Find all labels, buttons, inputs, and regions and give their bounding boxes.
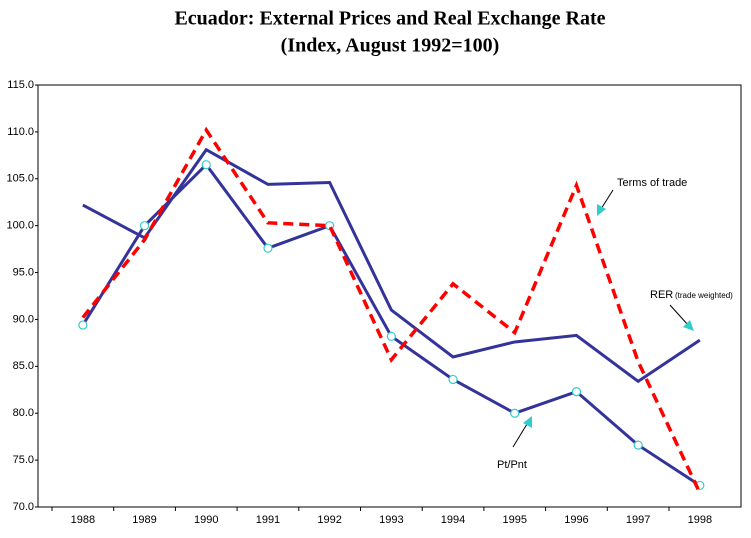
annotation: (trade weighted)	[675, 291, 733, 300]
y-tick-label: 105.0	[6, 173, 34, 185]
point-marker	[448, 374, 458, 385]
x-tick-label: 1992	[317, 514, 341, 526]
chart-title: Ecuador: External Prices and Real Exchan…	[174, 8, 605, 30]
arrow-head	[683, 320, 694, 331]
arrow	[669, 304, 689, 326]
series-line	[82, 147, 701, 384]
y-tick-label: 75.0	[13, 454, 34, 466]
y-tick-label: 80.0	[13, 407, 34, 419]
y-tick-label: 100.0	[6, 220, 34, 232]
plot-frame	[37, 84, 742, 508]
y-tick-label: 115.0	[7, 79, 34, 91]
x-tick-label: 1990	[194, 514, 218, 526]
x-tick-label: 1998	[688, 514, 712, 526]
chart-subtitle: (Index, August 1992=100)	[281, 35, 500, 57]
point-marker	[633, 440, 643, 450]
point-marker	[78, 320, 88, 330]
y-tick-label: 70.0	[13, 501, 34, 513]
arrow	[512, 423, 528, 448]
y-tick-label: 95.0	[13, 266, 34, 278]
x-tick-label: 1994	[441, 514, 465, 526]
x-tick-label: 1991	[256, 514, 280, 526]
series-line	[81, 126, 702, 494]
annotation: Pt/Pnt	[497, 459, 527, 471]
y-tick-label: 90.0	[13, 313, 34, 325]
x-tick-label: 1997	[626, 514, 650, 526]
annotation: Terms of trade	[617, 177, 687, 189]
arrow-head	[523, 416, 532, 428]
arrows	[512, 189, 694, 448]
x-tick-label: 1989	[132, 514, 156, 526]
point-marker	[510, 408, 520, 418]
x-tick-label: 1988	[71, 514, 95, 526]
point-marker	[571, 387, 582, 397]
arrow-head	[597, 204, 606, 216]
annotation: RER	[650, 289, 673, 301]
x-tick-label: 1996	[564, 514, 588, 526]
y-tick-label: 85.0	[13, 360, 34, 372]
point-marker	[139, 221, 150, 231]
y-tick-label: 110.0	[7, 126, 34, 138]
x-tick-label: 1995	[503, 514, 527, 526]
arrow	[600, 189, 614, 210]
series-line	[81, 162, 701, 487]
point-marker	[263, 243, 273, 253]
x-tick-label: 1993	[379, 514, 403, 526]
point-marker	[201, 160, 211, 170]
point-marker	[386, 331, 396, 341]
